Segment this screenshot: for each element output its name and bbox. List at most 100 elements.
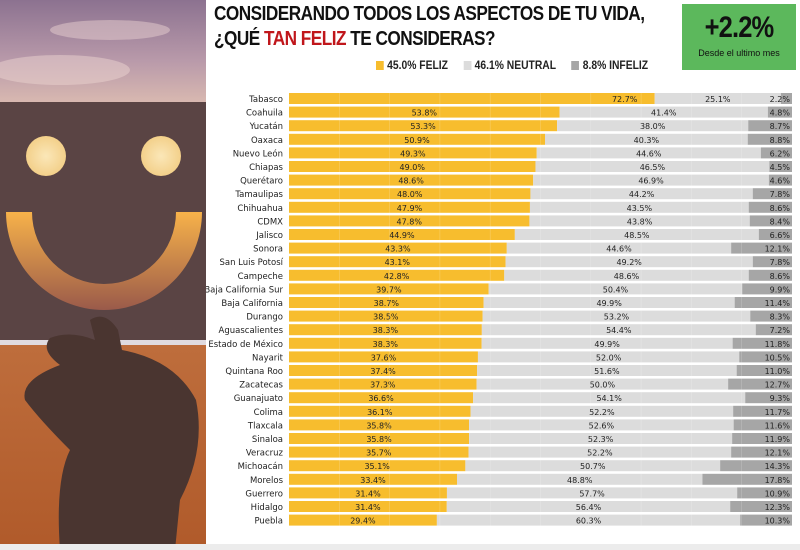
data-label-neutral: 43.8%	[627, 217, 653, 226]
data-label-feliz: 31.4%	[355, 503, 381, 512]
bar-feliz	[289, 297, 484, 308]
data-label-feliz: 33.4%	[360, 476, 386, 485]
bar-infeliz	[747, 133, 792, 145]
bar-infeliz	[755, 324, 792, 336]
bar-infeliz	[748, 120, 792, 132]
data-label-neutral: 49.2%	[616, 258, 642, 267]
data-label-feliz: 35.8%	[366, 435, 392, 444]
bar-feliz	[289, 433, 470, 444]
data-label-neutral: 49.9%	[596, 299, 622, 308]
chart-legend: 45.0% FELIZ 46.1% NEUTRAL 8.8% INFELIZ	[376, 58, 648, 72]
legend-label-infeliz: 8.8% INFELIZ	[582, 58, 649, 72]
bar-infeliz	[767, 106, 792, 118]
category-label: Quintana Roo	[225, 367, 283, 377]
category-label: Morelos	[250, 476, 284, 486]
sky	[0, 0, 206, 102]
data-label-infeliz: 2.2%	[770, 95, 791, 104]
data-label-infeliz: 7.8%	[770, 190, 791, 199]
data-label-infeliz: 11.6%	[765, 421, 791, 430]
category-label: Baja California	[221, 299, 283, 309]
footer-strip	[0, 544, 800, 550]
data-label-neutral: 46.9%	[638, 177, 664, 186]
category-label: Querétaro	[240, 176, 283, 187]
data-label-feliz: 36.1%	[367, 408, 393, 417]
data-label-feliz: 35.8%	[366, 421, 392, 430]
bar-infeliz	[752, 256, 792, 268]
data-label-neutral: 49.9%	[594, 340, 620, 349]
data-label-infeliz: 11.7%	[765, 408, 791, 417]
data-label-feliz: 49.3%	[400, 149, 426, 158]
bar-infeliz	[732, 337, 792, 349]
data-label-infeliz: 11.0%	[765, 367, 791, 376]
data-label-infeliz: 14.3%	[765, 462, 791, 471]
category-label: Sonora	[253, 245, 283, 255]
data-label-neutral: 50.4%	[603, 285, 629, 294]
title-pre: ¿QUÉ	[214, 28, 264, 50]
bar-feliz	[289, 283, 489, 295]
bar-feliz	[289, 229, 515, 240]
legend-item-infeliz: 8.8% INFELIZ	[571, 58, 649, 72]
bar-feliz	[289, 514, 437, 526]
bar-feliz	[289, 419, 470, 431]
category-label: Chiapas	[249, 163, 283, 173]
title-line-1: CONSIDERANDO TODOS LOS ASPECTOS DE TU VI…	[214, 3, 645, 25]
data-label-neutral: 44.6%	[636, 149, 662, 158]
data-label-infeliz: 11.9%	[765, 435, 791, 444]
data-label-neutral: 51.6%	[594, 367, 620, 376]
data-label-infeliz: 12.7%	[765, 381, 791, 390]
bar-feliz	[289, 446, 469, 458]
category-label: Tabasco	[248, 95, 283, 105]
change-value: +2.2%	[704, 11, 775, 44]
data-label-infeliz: 10.5%	[765, 353, 791, 362]
data-label-infeliz: 12.3%	[765, 503, 791, 512]
bar-neutral	[446, 487, 738, 499]
bar-neutral	[483, 297, 735, 308]
bar-infeliz	[758, 229, 792, 240]
data-label-neutral: 40.3%	[634, 136, 660, 145]
data-label-neutral: 48.8%	[567, 476, 593, 485]
data-label-neutral: 48.5%	[624, 231, 650, 240]
bar-feliz	[289, 120, 558, 132]
category-label: Coahuila	[246, 109, 283, 119]
smiley-card-photo	[0, 0, 206, 550]
bar-feliz	[289, 310, 483, 322]
bar-feliz	[289, 188, 531, 200]
title-line-2: ¿QUÉ TAN FELIZ TE CONSIDERAS?	[214, 27, 644, 52]
data-label-feliz: 47.8%	[397, 217, 423, 226]
data-label-neutral: 60.3%	[576, 517, 602, 526]
bar-infeliz	[732, 433, 792, 444]
data-label-neutral: 44.6%	[606, 245, 632, 254]
bar-infeliz	[760, 147, 792, 159]
data-label-infeliz: 11.4%	[765, 299, 791, 308]
data-label-neutral: 52.3%	[588, 435, 614, 444]
bar-infeliz	[720, 460, 792, 472]
data-label-neutral: 50.7%	[580, 462, 606, 471]
data-label-feliz: 35.7%	[366, 449, 392, 458]
data-label-feliz: 42.8%	[384, 272, 410, 281]
data-label-neutral: 54.1%	[596, 394, 622, 403]
category-label: Yucatán	[249, 122, 283, 132]
category-label: Hidalgo	[251, 503, 283, 513]
left-eye-icon	[26, 136, 66, 176]
category-label: Estado de México	[208, 339, 283, 350]
data-label-feliz: 72.7%	[612, 95, 638, 104]
bar-feliz	[289, 133, 546, 145]
bar-infeliz	[745, 392, 792, 404]
data-label-feliz: 37.3%	[370, 381, 396, 390]
bar-neutral	[457, 473, 703, 485]
bar-neutral	[473, 392, 746, 404]
bar-feliz	[289, 460, 466, 472]
data-label-infeliz: 6.6%	[770, 231, 791, 240]
category-label: Guerrero	[245, 489, 283, 499]
bar-infeliz	[730, 501, 792, 512]
bar-neutral	[446, 501, 731, 512]
data-label-infeliz: 8.3%	[770, 313, 791, 322]
data-label-feliz: 35.1%	[364, 462, 390, 471]
bar-feliz	[289, 147, 537, 159]
bar-feliz	[289, 242, 507, 254]
category-label: Zacatecas	[239, 381, 283, 391]
category-label: Colima	[254, 408, 283, 418]
bar-feliz	[289, 351, 478, 363]
category-label: Chihuahua	[237, 204, 283, 214]
bar-feliz	[289, 337, 482, 349]
